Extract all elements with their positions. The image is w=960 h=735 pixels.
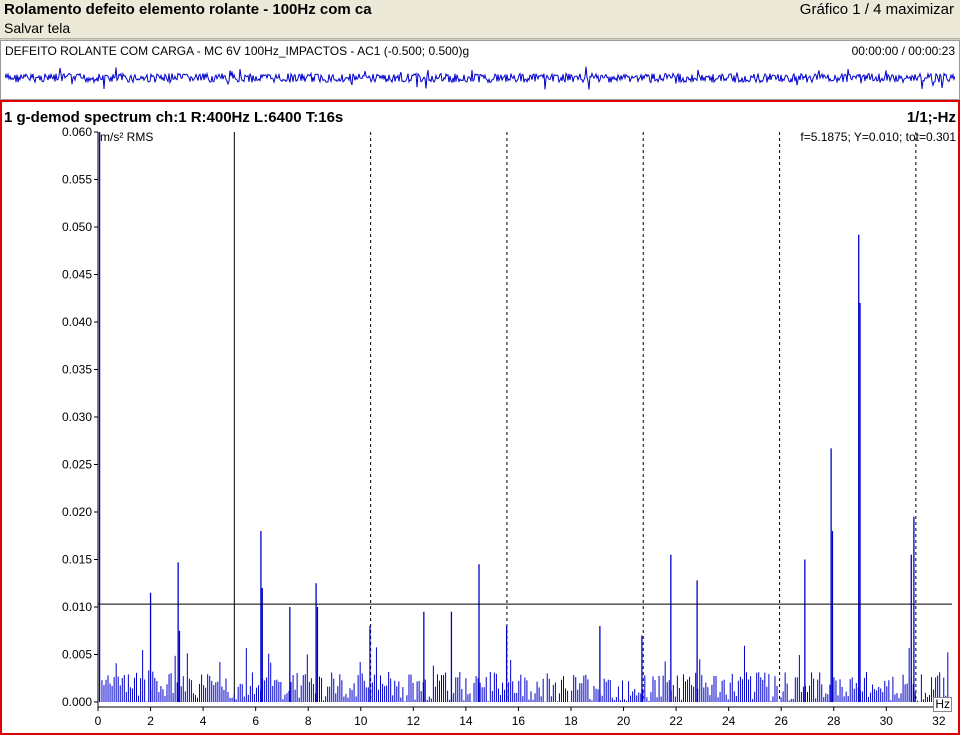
y-tick-label: 0.000 — [62, 695, 92, 709]
y-axis-unit: m/s² RMS — [100, 130, 154, 144]
window-header: Rolamento defeito elemento rolante - 100… — [0, 0, 960, 39]
y-tick-label: 0.005 — [62, 648, 92, 662]
x-axis-unit: Hz — [933, 697, 952, 712]
x-tick-label: 12 — [407, 714, 421, 728]
x-tick-label: 18 — [564, 714, 578, 728]
y-tick-label: 0.035 — [62, 363, 92, 377]
y-tick-label: 0.015 — [62, 553, 92, 567]
y-tick-label: 0.010 — [62, 600, 92, 614]
y-tick-label: 0.030 — [62, 410, 92, 424]
y-tick-label: 0.040 — [62, 315, 92, 329]
x-tick-label: 14 — [459, 714, 473, 728]
y-tick-label: 0.020 — [62, 505, 92, 519]
x-tick-label: 4 — [200, 714, 207, 728]
waveform-line — [5, 66, 955, 90]
x-tick-label: 22 — [669, 714, 683, 728]
spectrum-scale: 1/1;-Hz — [906, 109, 956, 126]
x-tick-label: 6 — [252, 714, 259, 728]
x-tick-label: 2 — [147, 714, 154, 728]
waveform-label: DEFEITO ROLANTE COM CARGA - MC 6V 100Hz_… — [5, 44, 470, 58]
x-tick-label: 10 — [354, 714, 368, 728]
cursor-readout: f=5.1875; Y=0.010; tot=0.301 — [800, 130, 956, 144]
spectrum-panel[interactable]: 0.000 0.005 0.010 0.015 0.020 0.025 0.030 0.035… — [0, 100, 960, 735]
x-tick-label: 16 — [512, 714, 526, 728]
x-tick-label: 26 — [775, 714, 789, 728]
x-tick-label: 20 — [617, 714, 631, 728]
waveform-trace — [5, 66, 955, 90]
x-tick-label: 24 — [722, 714, 736, 728]
y-tick-label: 0.045 — [62, 268, 92, 282]
x-tick-label: 0 — [95, 714, 102, 728]
spectrum-title: 1 g-demod spectrum ch:1 R:400Hz L:6400 T… — [4, 109, 344, 126]
y-tick-label: 0.025 — [62, 458, 92, 472]
y-tick-label: 0.060 — [62, 125, 92, 139]
window-title: Rolamento defeito elemento rolante - 100… — [4, 1, 372, 18]
graph-indicator-maximize[interactable]: Gráfico 1 / 4 maximizar — [799, 1, 954, 18]
x-tick-label: 8 — [305, 714, 312, 728]
spectrum-chart[interactable]: 0.000 0.005 0.010 0.015 0.020 0.025 0.030 0.035… — [2, 102, 958, 733]
x-tick-label: 28 — [827, 714, 841, 728]
waveform-time: 00:00:00 / 00:00:23 — [851, 44, 955, 58]
y-tick-label: 0.050 — [62, 220, 92, 234]
x-tick-label: 32 — [932, 714, 946, 728]
x-tick-label: 30 — [880, 714, 894, 728]
waveform-panel[interactable]: DEFEITO ROLANTE COM CARGA - MC 6V 100Hz_… — [0, 40, 960, 100]
y-tick-label: 0.055 — [62, 173, 92, 187]
save-screen-menu[interactable]: Salvar tela — [4, 20, 71, 36]
